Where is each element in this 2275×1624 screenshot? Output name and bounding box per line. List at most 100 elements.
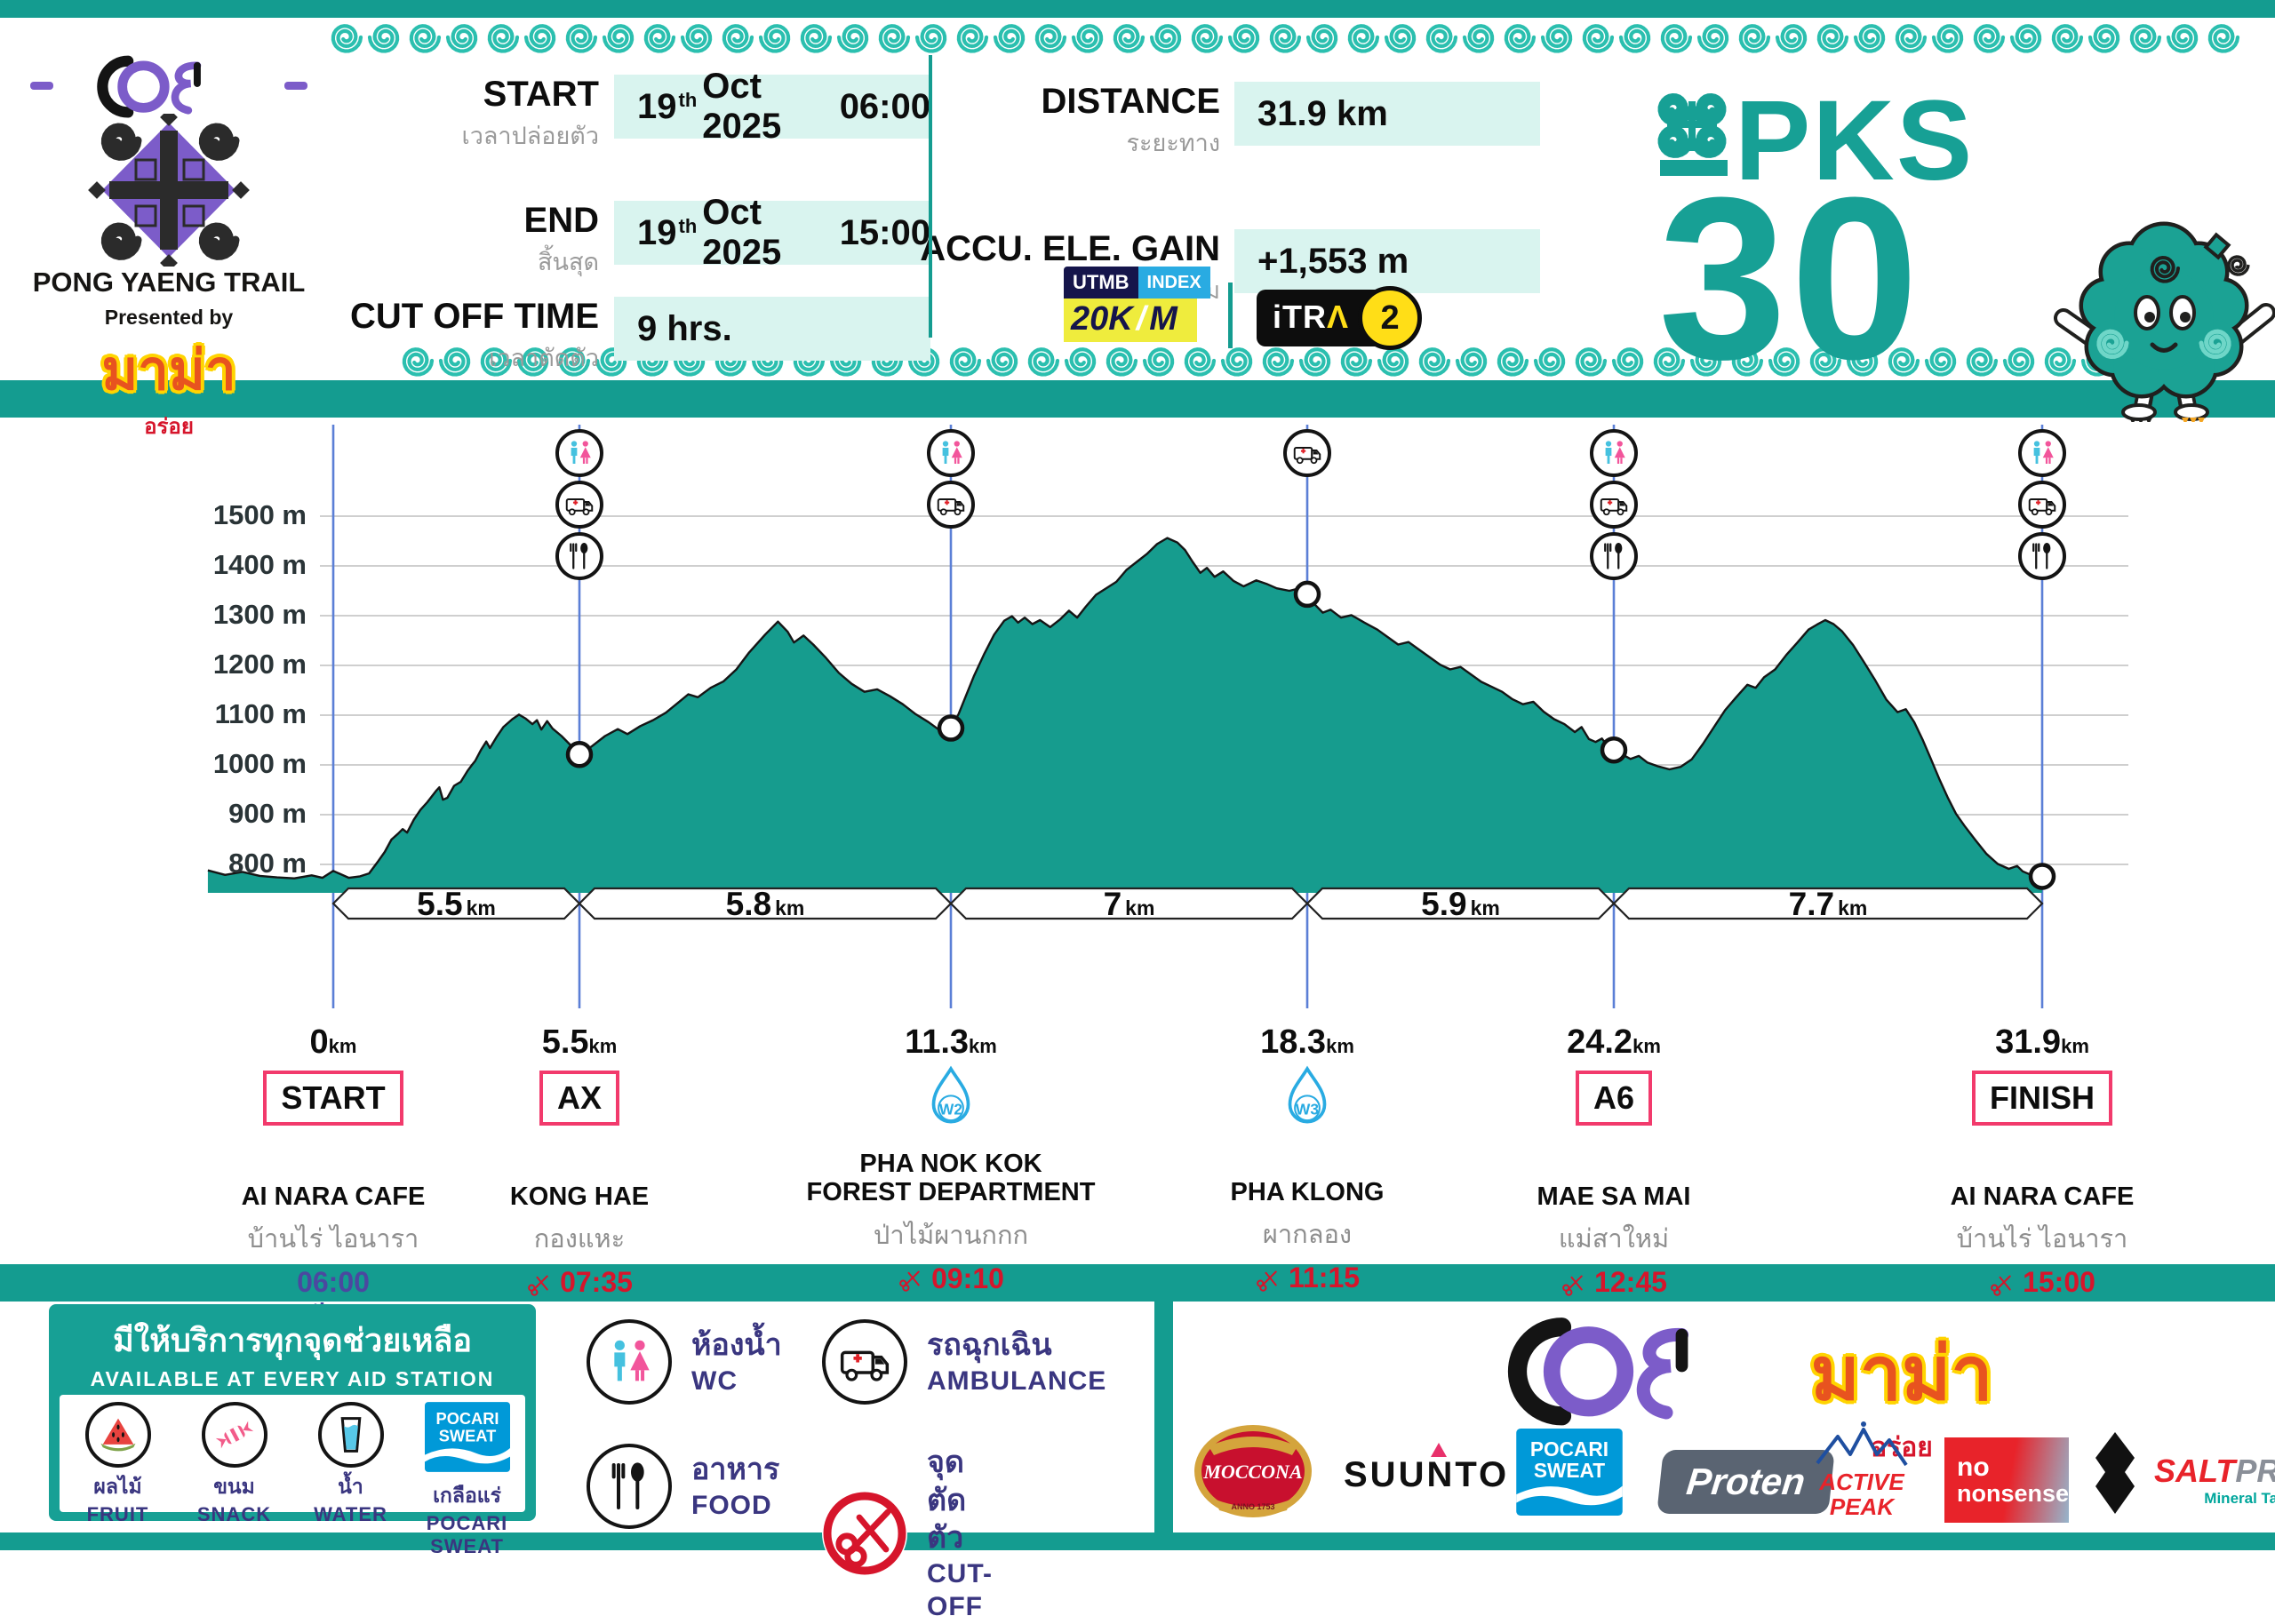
- organizer-logo-small: [30, 55, 307, 118]
- utmb-category: 20K: [1071, 300, 1133, 338]
- station-km: 11.3km: [905, 1023, 997, 1061]
- water-icon: [317, 1402, 384, 1468]
- sponsor-active-peak: ACTIVE PEAK: [1813, 1417, 1911, 1524]
- aid-item-pocari-sweat: POCARI SWEAT เกลือแร่ POCARI SWEAT: [414, 1402, 521, 1558]
- event-name: PONG YAENG TRAIL: [32, 267, 306, 298]
- info-sublabel: สิ้นสุด: [538, 249, 599, 275]
- station-name-en: AI NARA CAFE: [1950, 1182, 2135, 1211]
- station-name-th: กองแหะ: [533, 1225, 626, 1254]
- station-badge: A6: [1445, 1062, 1783, 1126]
- station-cutoff-time: 09:10: [782, 1262, 1120, 1295]
- organizer-logo-large: [1507, 1318, 1688, 1426]
- itra-score: 2: [1358, 286, 1423, 350]
- svg-text:SWEAT: SWEAT: [1534, 1459, 1605, 1482]
- legend-item-ambulance: รถฉุกเฉิน AMBULANCE: [822, 1319, 1106, 1405]
- legend-en: AMBULANCE: [927, 1365, 1107, 1396]
- y-axis-label: 900 m: [228, 798, 307, 829]
- itra-badge: iTRΛ 2: [1257, 286, 1423, 350]
- station-name-en: PHA KLONG: [1230, 1178, 1385, 1206]
- y-axis-label: 1300 m: [212, 599, 307, 630]
- station-card-a6: 24.2km A6 MAE SA MAI แม่สาใหม่ 12:45: [1445, 1023, 1783, 1299]
- sponsor-no-nonsense: no nonsense: [1944, 1437, 2069, 1523]
- aid-item-fruit: ผลไม้ FRUIT: [65, 1402, 172, 1526]
- svg-text:POCARI: POCARI: [1530, 1437, 1608, 1461]
- segment-distance-label: 7 km: [1103, 886, 1155, 922]
- wc-icon: [927, 429, 975, 477]
- sponsor-black-diamond: [2090, 1429, 2140, 1517]
- legend-en: CUT-OFF: [927, 1558, 993, 1622]
- svg-text:MOCCONA: MOCCONA: [1202, 1461, 1302, 1483]
- header-separator-bar: [0, 380, 2275, 418]
- legend-item-cut-off: จุดตัดตัว CUT-OFF: [822, 1444, 993, 1624]
- itra-brand-a: Λ: [1327, 299, 1350, 335]
- station-cutoff-time: 12:45: [1445, 1266, 1783, 1299]
- race-code: PKS: [1735, 76, 1975, 204]
- ambulance-icon: [2018, 481, 2066, 529]
- station-km: 24.2km: [1567, 1023, 1661, 1061]
- spiral-border-top: [331, 24, 2240, 53]
- aid-item-water: น้ำ WATER: [298, 1402, 404, 1526]
- info-value-box: 31.9 km: [1234, 82, 1540, 146]
- info-sublabel: ระยะทาง: [1126, 130, 1220, 156]
- sponsor-saltpro: SALTPROMineral Tablet: [2154, 1453, 2275, 1507]
- bottom-border-bar: [0, 1532, 2275, 1550]
- top-border-bar: [0, 0, 2275, 18]
- legend-en: FOOD: [691, 1490, 772, 1520]
- aid-station-services-panel: มีให้บริการทุกจุดช่วยเหลือ AVAILABLE AT …: [49, 1304, 536, 1557]
- station-name-th: แม่สาใหม่: [1558, 1225, 1670, 1254]
- info-value-box: +1,553 m: [1234, 229, 1540, 293]
- station-card-w3: 18.3km W3 PHA KLONG ผากลอง 11:15: [1138, 1023, 1476, 1294]
- aid-item-en: SNACK: [196, 1503, 272, 1525]
- ambulance-icon: [1590, 481, 1638, 529]
- station-cutoff-time: 07:35: [411, 1266, 748, 1299]
- svg-text:SWEAT: SWEAT: [438, 1426, 496, 1445]
- ambulance-icon: [1283, 429, 1331, 477]
- y-axis-label: 1200 m: [212, 649, 307, 680]
- water-station-badge: W2: [782, 1065, 1120, 1137]
- sponsor-pocari-sweat: POCARI SWEAT: [1516, 1429, 1623, 1520]
- y-axis-label: 1400 m: [212, 549, 307, 580]
- info-sublabel: เวลาปล่อยตัว: [461, 123, 599, 149]
- sponsor-moccona: MOCCONA ANNO 1753: [1191, 1420, 1315, 1526]
- pocari-sweat-logo: POCARI SWEAT: [414, 1402, 521, 1477]
- svg-text:W2: W2: [939, 1100, 962, 1118]
- aid-panel-items: ผลไม้ FRUIT ขนม SNACK น้ำ WATER POCARI SWEAT เกล…: [60, 1395, 525, 1557]
- mama-logo-large: มาม่า อร่อย: [1786, 1313, 2017, 1469]
- svg-text:PEAK: PEAK: [1830, 1493, 1896, 1520]
- cutoff-icon: [822, 1491, 907, 1577]
- pks-ornament-icon: [1657, 92, 1728, 176]
- station-cutoff-time: 15:00: [1873, 1266, 2211, 1299]
- water-station-badge: W3: [1138, 1065, 1476, 1137]
- itra-brand: iTR: [1273, 299, 1327, 335]
- footer-divider: [1154, 1302, 1173, 1532]
- mama-logo: มาม่า อร่อย: [31, 327, 307, 443]
- wc-icon: [1590, 429, 1638, 477]
- station-badge: AX: [411, 1062, 748, 1126]
- info-label-cut-off-time: CUT OFF TIME เวลาตัดตัว: [293, 297, 599, 377]
- legend-th: รถฉุกเฉิน: [927, 1328, 1052, 1362]
- station-name-en: MAE SA MAI: [1537, 1182, 1691, 1211]
- aid-item-th: ผลไม้: [93, 1475, 142, 1498]
- station-name-en: KONG HAE: [509, 1182, 650, 1211]
- station-name-th: บ้านไร่ ไอนารา: [1956, 1225, 2128, 1254]
- wc-icon: [587, 1319, 672, 1405]
- aid-item-th: ขนม: [213, 1475, 255, 1498]
- station-card-ax: 5.5km AX KONG HAE กองแหะ 07:35: [411, 1023, 748, 1299]
- ambulance-icon: [927, 481, 975, 529]
- y-axis-label: 1500 m: [212, 499, 307, 530]
- legend-th: จุดตัดตัว: [927, 1445, 967, 1555]
- station-name-th: ป่าไม้ผานกกก: [873, 1221, 1029, 1250]
- info-label-end: END สิ้นสุด: [293, 201, 599, 281]
- aid-panel-title-en: AVAILABLE AT EVERY AID STATION: [90, 1367, 495, 1390]
- station-km: 0km: [309, 1023, 357, 1061]
- food-icon: [555, 532, 603, 580]
- sponsor-suunto: SUUNTO: [1344, 1443, 1509, 1495]
- info-sublabel: เวลาตัดตัว: [489, 345, 599, 371]
- legend-th: อาหาร: [691, 1453, 780, 1486]
- aid-item-snack: ขนม SNACK: [181, 1402, 288, 1526]
- utmb-index-badge: UTMB INDEX 20K / M: [1064, 267, 1210, 342]
- station-card-w2: 11.3km W2 PHA NOK KOK FOREST DEPARTMENT ป่าไ…: [782, 1023, 1120, 1295]
- mama-logo-sub: อร่อย: [144, 415, 194, 439]
